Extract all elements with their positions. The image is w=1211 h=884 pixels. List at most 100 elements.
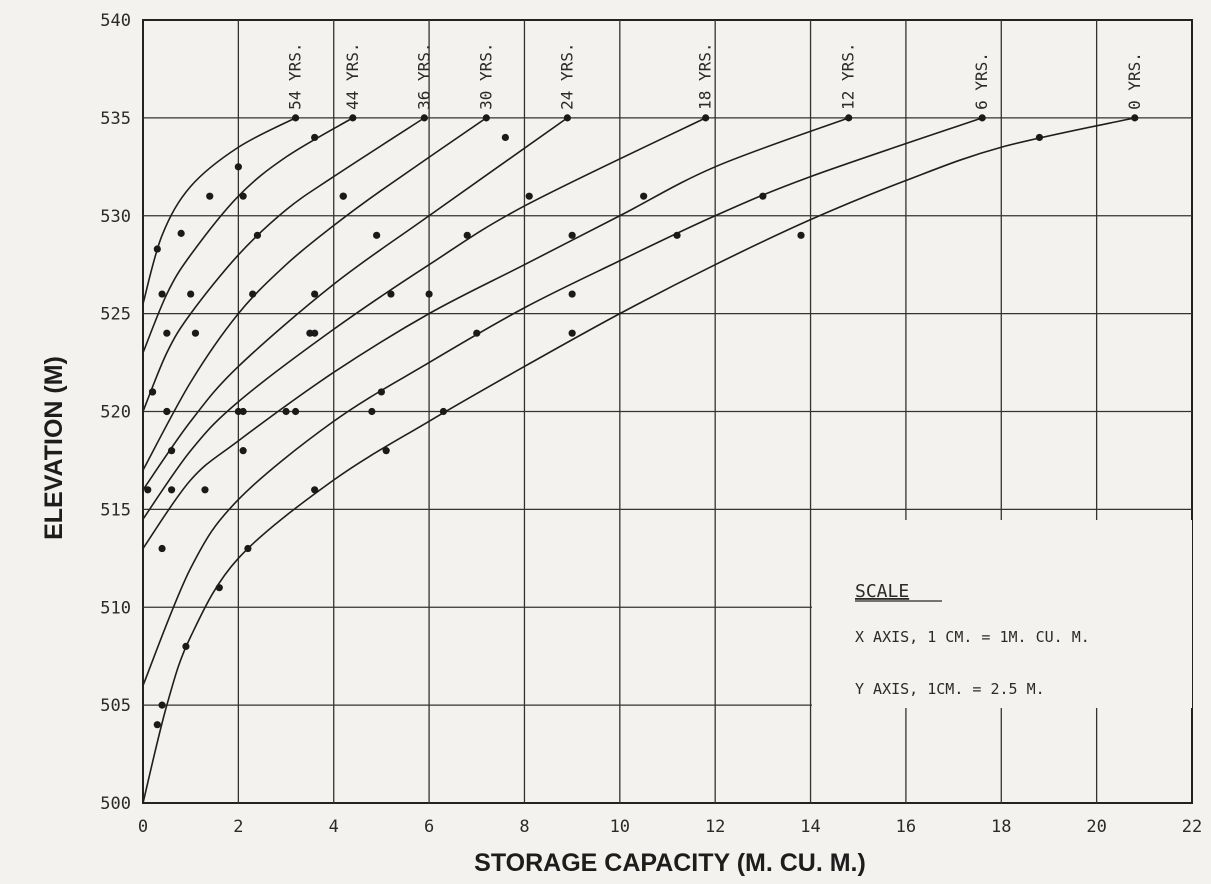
data-point bbox=[201, 486, 209, 494]
scale-x-axis-note: X AXIS, 1 CM. = 1M. CU. M. bbox=[855, 628, 1090, 646]
data-point bbox=[759, 192, 767, 200]
data-point bbox=[311, 133, 319, 142]
data-point bbox=[382, 447, 390, 455]
data-point bbox=[568, 290, 576, 298]
data-points bbox=[144, 114, 1139, 729]
data-point bbox=[239, 192, 247, 200]
curve-label: 54 YRS. bbox=[286, 42, 305, 109]
y-tick-label: 500 bbox=[100, 794, 131, 814]
curve-label: 0 YRS. bbox=[1125, 52, 1144, 110]
curve-3 bbox=[142, 117, 487, 471]
x-tick-label: 8 bbox=[519, 817, 529, 837]
data-point bbox=[244, 544, 252, 553]
curve-label: 18 YRS. bbox=[696, 42, 715, 109]
x-tick-label: 18 bbox=[991, 817, 1011, 837]
data-point bbox=[473, 329, 481, 337]
x-axis-title: STORAGE CAPACITY (M. CU. M.) bbox=[474, 849, 866, 877]
curve-7 bbox=[142, 117, 983, 686]
x-tick-label: 2 bbox=[233, 817, 243, 837]
data-point bbox=[191, 329, 200, 337]
y-tick-label: 520 bbox=[100, 403, 131, 423]
data-point bbox=[253, 231, 262, 239]
data-point bbox=[420, 114, 428, 122]
data-point bbox=[168, 486, 176, 494]
data-point bbox=[144, 486, 152, 494]
data-point bbox=[568, 231, 576, 239]
x-tick-label: 12 bbox=[705, 817, 725, 837]
y-tick-labels: 500 505 510 515 520 525 530 535 540 bbox=[100, 11, 131, 814]
data-point bbox=[368, 407, 376, 416]
curve-labels: 54 YRS. 44 YRS. 36 YRS. 30 YRS. 24 YRS. 18 YR… bbox=[286, 42, 1144, 109]
curve-4 bbox=[142, 117, 568, 491]
x-tick-label: 22 bbox=[1182, 817, 1202, 837]
data-point bbox=[158, 290, 166, 298]
data-point bbox=[177, 229, 185, 237]
data-point bbox=[563, 114, 571, 122]
data-point bbox=[239, 407, 247, 416]
y-axis-title: ELEVATION (M) bbox=[40, 356, 68, 540]
x-tick-label: 14 bbox=[800, 817, 820, 837]
data-point bbox=[797, 231, 805, 239]
data-point bbox=[148, 388, 157, 396]
scale-box: SCALE X AXIS, 1 CM. = 1M. CU. M. Y AXIS,… bbox=[812, 520, 1192, 708]
curve-label: 12 YRS. bbox=[839, 42, 858, 109]
data-point bbox=[311, 486, 319, 494]
data-point bbox=[206, 192, 214, 200]
data-point bbox=[215, 584, 223, 592]
data-point bbox=[311, 290, 319, 298]
data-point bbox=[425, 290, 433, 298]
curve-label: 6 YRS. bbox=[972, 52, 991, 110]
data-point bbox=[291, 114, 300, 122]
x-tick-label: 0 bbox=[138, 817, 148, 837]
data-point bbox=[482, 114, 490, 122]
x-tick-label: 20 bbox=[1086, 817, 1106, 837]
data-point bbox=[525, 192, 533, 200]
y-tick-label: 505 bbox=[100, 696, 131, 716]
x-tick-label: 16 bbox=[896, 817, 916, 837]
data-point bbox=[501, 133, 509, 142]
y-tick-label: 535 bbox=[100, 109, 131, 129]
data-point bbox=[311, 329, 319, 337]
data-point bbox=[187, 290, 195, 298]
x-tick-labels: 0 2 4 6 8 10 12 14 16 18 20 22 bbox=[138, 817, 1202, 837]
data-point bbox=[845, 114, 853, 122]
curve-0 bbox=[142, 117, 296, 305]
data-point bbox=[168, 447, 176, 455]
y-tick-label: 540 bbox=[100, 11, 131, 31]
x-tick-label: 4 bbox=[329, 817, 339, 837]
curve-6 bbox=[142, 117, 849, 549]
y-tick-label: 510 bbox=[100, 598, 131, 618]
curve-label: 44 YRS. bbox=[343, 42, 362, 109]
y-tick-label: 515 bbox=[100, 500, 131, 520]
data-point bbox=[640, 192, 648, 200]
data-point bbox=[158, 701, 166, 709]
data-point bbox=[1131, 114, 1139, 122]
y-tick-label: 525 bbox=[100, 305, 131, 325]
data-point bbox=[291, 407, 300, 416]
series-curves bbox=[142, 117, 1135, 804]
curve-8 bbox=[142, 117, 1135, 804]
data-point bbox=[282, 407, 290, 416]
scale-y-axis-note: Y AXIS, 1CM. = 2.5 M. bbox=[855, 680, 1045, 698]
data-point bbox=[463, 231, 471, 239]
data-point bbox=[377, 388, 386, 396]
data-point bbox=[182, 642, 190, 651]
data-point bbox=[1035, 133, 1044, 142]
data-point bbox=[153, 245, 161, 253]
curve-2 bbox=[142, 117, 425, 412]
data-point bbox=[978, 114, 986, 122]
curve-1 bbox=[142, 117, 354, 354]
curve-5 bbox=[142, 117, 706, 520]
data-point bbox=[163, 407, 171, 416]
data-point bbox=[153, 721, 161, 729]
x-tick-label: 6 bbox=[424, 817, 434, 837]
data-point bbox=[163, 329, 171, 337]
data-point bbox=[158, 544, 166, 553]
curve-label: 30 YRS. bbox=[476, 42, 495, 109]
data-point bbox=[439, 407, 447, 416]
data-point bbox=[373, 231, 381, 239]
data-point bbox=[673, 231, 681, 239]
curve-label: 36 YRS. bbox=[414, 42, 433, 109]
scale-title: SCALE bbox=[855, 581, 909, 602]
